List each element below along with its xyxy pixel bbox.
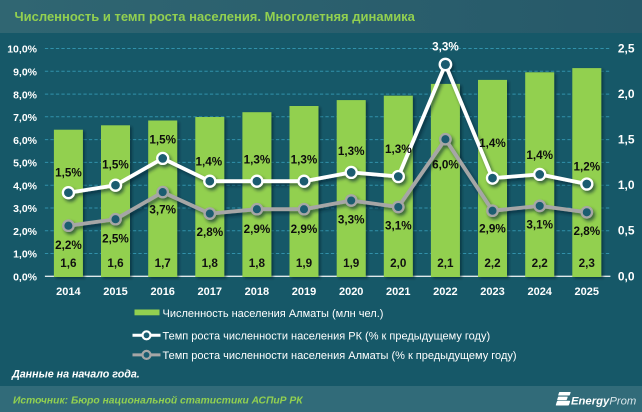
- svg-text:1,3%: 1,3%: [385, 143, 412, 156]
- svg-text:2019: 2019: [292, 286, 316, 298]
- svg-text:EnergyProm: EnergyProm: [571, 396, 636, 408]
- svg-text:1,9: 1,9: [296, 257, 313, 270]
- svg-text:1,8: 1,8: [202, 257, 219, 270]
- svg-text:3,7%: 3,7%: [149, 204, 176, 217]
- svg-text:3,1%: 3,1%: [526, 218, 553, 231]
- svg-text:2021: 2021: [386, 286, 410, 298]
- svg-text:2,0%: 2,0%: [13, 226, 38, 238]
- svg-text:6,0%: 6,0%: [432, 158, 459, 171]
- svg-text:1,0%: 1,0%: [13, 249, 38, 261]
- svg-text:2022: 2022: [433, 286, 457, 298]
- svg-text:2,5: 2,5: [618, 42, 635, 56]
- svg-text:6,0%: 6,0%: [13, 135, 38, 147]
- svg-text:Численность населения Алматы (: Численность населения Алматы (млн чел.): [163, 308, 384, 320]
- svg-text:2,3: 2,3: [579, 257, 596, 270]
- svg-text:2,0: 2,0: [390, 257, 407, 270]
- svg-text:2,5%: 2,5%: [102, 233, 129, 246]
- svg-text:2,2%: 2,2%: [55, 239, 82, 252]
- svg-text:2,9%: 2,9%: [291, 223, 318, 236]
- svg-text:2,8%: 2,8%: [573, 225, 600, 238]
- svg-text:0,0%: 0,0%: [13, 272, 38, 284]
- svg-text:1,6: 1,6: [107, 257, 124, 270]
- svg-text:1,3%: 1,3%: [244, 154, 271, 167]
- svg-text:9,0%: 9,0%: [13, 67, 38, 79]
- svg-text:2018: 2018: [245, 286, 269, 298]
- svg-text:Темп роста численности населен: Темп роста численности населения Алматы …: [163, 350, 517, 362]
- svg-text:Темп роста численности населен: Темп роста численности населения РК (% к…: [163, 331, 491, 343]
- svg-text:7,0%: 7,0%: [13, 112, 38, 124]
- svg-text:8,0%: 8,0%: [13, 89, 38, 101]
- svg-text:1,3%: 1,3%: [291, 154, 318, 167]
- svg-text:2016: 2016: [150, 286, 174, 298]
- svg-text:1,6: 1,6: [60, 257, 77, 270]
- svg-text:2,9%: 2,9%: [244, 223, 271, 236]
- svg-text:2,2: 2,2: [532, 257, 549, 270]
- svg-text:5,0%: 5,0%: [13, 158, 38, 170]
- svg-text:1,9: 1,9: [343, 257, 360, 270]
- svg-text:1,2%: 1,2%: [573, 160, 600, 173]
- svg-text:1,5: 1,5: [618, 133, 635, 147]
- svg-text:3,3%: 3,3%: [338, 213, 365, 226]
- svg-text:2023: 2023: [480, 286, 504, 298]
- svg-text:1,5%: 1,5%: [102, 158, 129, 171]
- svg-text:2,1: 2,1: [437, 257, 454, 270]
- svg-text:1,7: 1,7: [155, 257, 171, 270]
- svg-text:1,5%: 1,5%: [149, 134, 176, 147]
- svg-text:2,2: 2,2: [484, 257, 501, 270]
- svg-text:Численность и темп роста насел: Численность и темп роста населения. Мног…: [15, 9, 416, 24]
- svg-text:Источник: Бюро национальной ст: Источник: Бюро национальной статистики А…: [13, 396, 303, 407]
- svg-text:2015: 2015: [103, 286, 127, 298]
- svg-text:4,0%: 4,0%: [13, 180, 38, 192]
- svg-text:1,5%: 1,5%: [55, 166, 82, 179]
- svg-text:1,3%: 1,3%: [338, 145, 365, 158]
- svg-text:1,4%: 1,4%: [526, 149, 553, 162]
- svg-text:1,4%: 1,4%: [479, 137, 506, 150]
- svg-text:3,0%: 3,0%: [13, 203, 38, 215]
- svg-text:2,9%: 2,9%: [479, 223, 506, 236]
- svg-text:1,4%: 1,4%: [195, 156, 222, 169]
- svg-text:3,3%: 3,3%: [432, 40, 459, 53]
- svg-text:0,0: 0,0: [618, 269, 635, 283]
- svg-text:3,1%: 3,1%: [385, 220, 412, 233]
- svg-text:10,0%: 10,0%: [7, 44, 37, 56]
- svg-text:0,5: 0,5: [618, 224, 635, 238]
- svg-text:2025: 2025: [575, 286, 599, 298]
- svg-text:2017: 2017: [198, 286, 222, 298]
- svg-text:2,0: 2,0: [618, 87, 635, 101]
- svg-text:2014: 2014: [56, 286, 81, 298]
- svg-text:2024: 2024: [527, 286, 552, 298]
- svg-text:1,8: 1,8: [249, 257, 266, 270]
- svg-text:1,0: 1,0: [618, 178, 635, 192]
- svg-text:2,8%: 2,8%: [196, 226, 223, 239]
- svg-text:2020: 2020: [339, 286, 363, 298]
- svg-text:Данные на начало года.: Данные на начало года.: [11, 369, 140, 381]
